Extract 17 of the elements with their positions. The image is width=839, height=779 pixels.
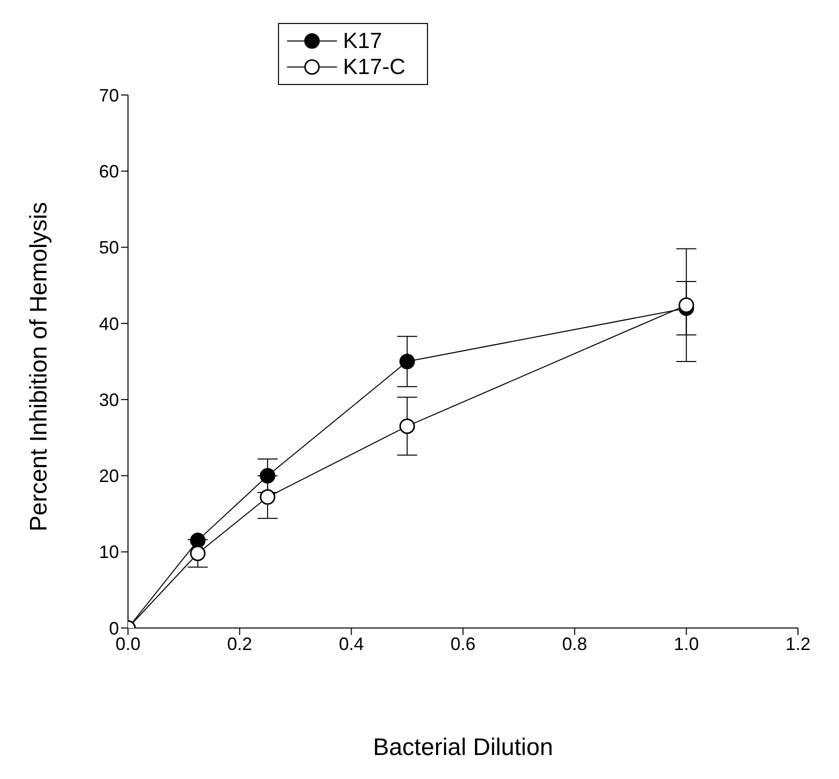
x-tick-label: 0.4 — [338, 634, 364, 654]
x-tick-label: 0.6 — [450, 634, 476, 654]
legend-label: K17 — [343, 28, 382, 54]
y-tick-label: 60 — [98, 162, 119, 182]
y-tick-label: 40 — [98, 314, 119, 334]
y-tick-label: 10 — [98, 542, 119, 562]
y-tick-label: 20 — [98, 466, 119, 486]
y-tick-label: 30 — [98, 390, 119, 410]
y-tick-label: 70 — [98, 85, 119, 106]
x-tick-label: 0.2 — [227, 634, 252, 654]
x-tick-label: 0.8 — [562, 634, 588, 654]
y-axis-title: Percent Inhibition of Hemolysis — [26, 202, 53, 532]
x-axis-title: Bacterial Dilution — [372, 734, 554, 762]
legend-label: K17-C — [343, 54, 406, 80]
y-tick-label: 50 — [98, 238, 119, 258]
x-tick-label: 1.2 — [785, 634, 811, 654]
x-tick-label: 1.0 — [674, 634, 699, 654]
